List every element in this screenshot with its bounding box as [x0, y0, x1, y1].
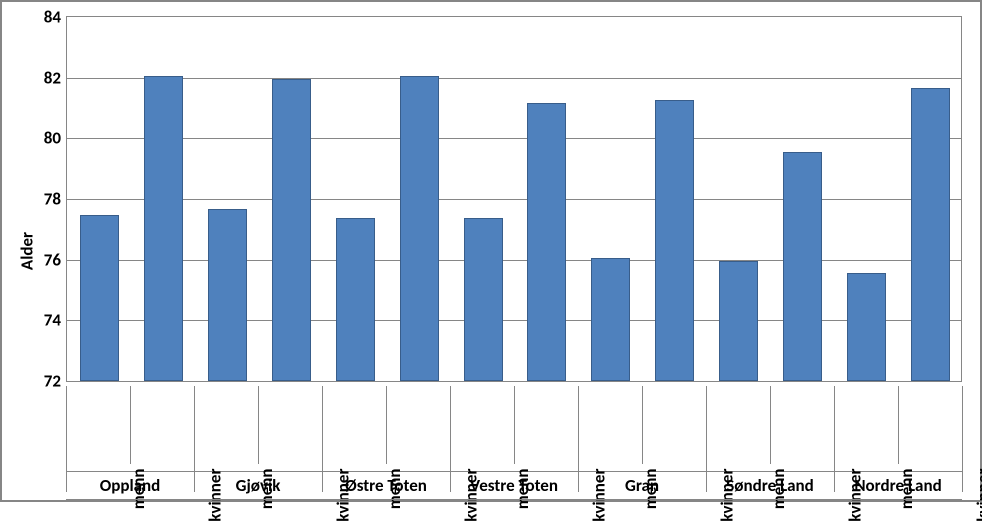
x-tick-divider	[642, 386, 643, 464]
x-tick-divider	[898, 386, 899, 464]
y-tick-label: 84	[44, 7, 67, 28]
x-group-label: Gran	[625, 475, 659, 496]
x-group-divider	[194, 386, 195, 492]
y-tick-label: 72	[44, 371, 67, 392]
bar	[400, 76, 439, 381]
x-group-divider	[706, 386, 707, 492]
x-axis-border	[962, 386, 963, 492]
x-group-divider	[322, 386, 323, 492]
y-tick-label: 76	[44, 249, 67, 270]
x-tick-divider	[258, 386, 259, 464]
x-group-label: Gjøvik	[236, 475, 281, 496]
x-group-divider	[578, 386, 579, 492]
x-tick-divider	[130, 386, 131, 464]
bar	[144, 76, 183, 381]
bar	[336, 218, 375, 381]
x-tick-divider	[386, 386, 387, 464]
x-sub-label: kvinner	[589, 469, 610, 522]
x-group-divider	[450, 386, 451, 492]
bar	[591, 258, 630, 381]
y-tick-label: 82	[44, 67, 67, 88]
bar	[527, 103, 566, 381]
y-tick-label: 80	[44, 128, 67, 149]
x-axis: mennkvinnerOpplandmennkvinnerGjøvikmennk…	[66, 386, 962, 500]
bar	[719, 261, 758, 381]
y-axis-label: Alder	[17, 232, 38, 270]
bar	[208, 209, 247, 381]
x-axis-bottom-border	[66, 499, 962, 500]
bar	[847, 273, 886, 381]
bar	[911, 88, 950, 381]
bar	[272, 79, 311, 381]
x-axis-border	[66, 386, 67, 492]
x-group-label: Nordre Land	[854, 475, 941, 496]
x-sub-label: kvinner	[205, 469, 226, 522]
x-group-label: Østre Toten	[345, 475, 427, 496]
bars-layer	[67, 17, 961, 381]
x-group-divider	[834, 386, 835, 492]
bar	[80, 215, 119, 381]
x-group-label: Søndre Land	[726, 475, 814, 496]
y-tick-label: 74	[44, 310, 67, 331]
x-tick-divider	[514, 386, 515, 464]
bar	[655, 100, 694, 381]
y-tick-label: 78	[44, 189, 67, 210]
x-tick-divider	[770, 386, 771, 464]
x-group-label: Vestre Toten	[470, 475, 558, 496]
bar	[783, 152, 822, 382]
x-group-label: Oppland	[100, 475, 161, 496]
x-sub-label: kvinner	[973, 469, 982, 522]
chart-container: Alder 72747678808284 mennkvinnerOpplandm…	[0, 0, 982, 502]
plot-area: 72747678808284	[66, 16, 962, 382]
bar	[464, 218, 503, 381]
